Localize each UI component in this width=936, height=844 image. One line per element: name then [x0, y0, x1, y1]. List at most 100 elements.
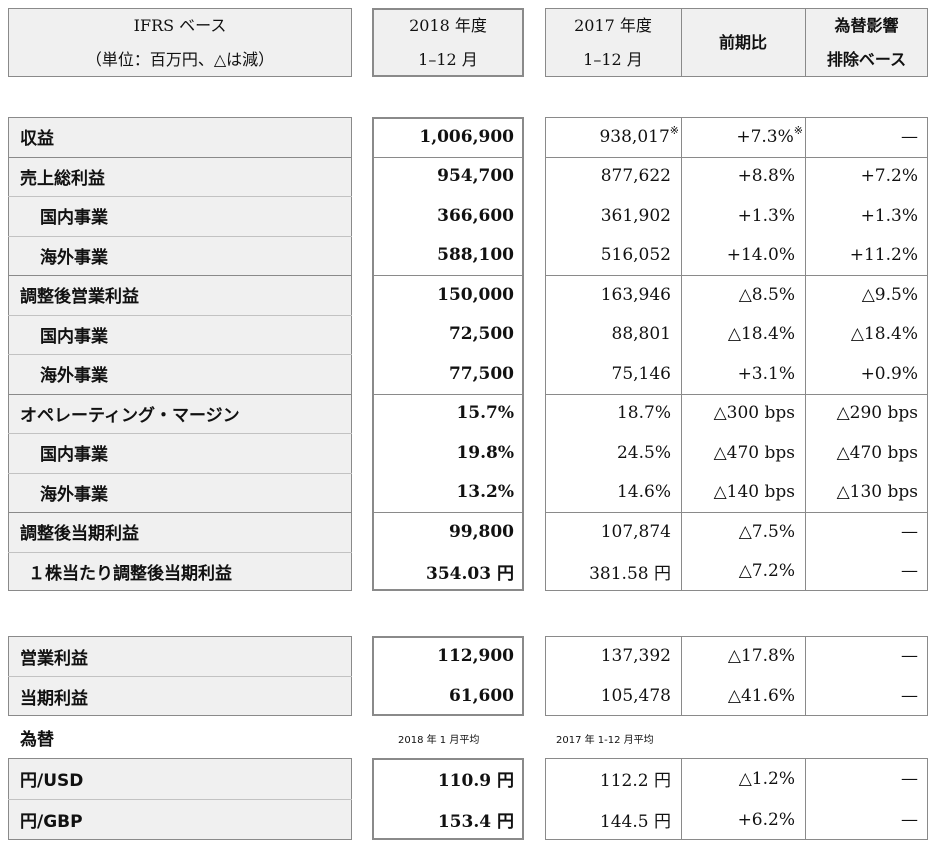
section1-yoy: △7.2%: [681, 552, 805, 592]
section1-yoy-text: △8.5%: [738, 284, 795, 305]
section1-yoy-text: △140 bps: [713, 482, 795, 503]
fx_section.rows-value-2018: 110.9 円: [437, 771, 514, 791]
fx_section.rows-2018-column: [372, 758, 524, 840]
section1-value-2017-text: 24.5%: [616, 442, 671, 463]
section1-value-2018: 15.7%: [456, 403, 514, 424]
section1-value-2017: 107,874: [545, 512, 681, 552]
section1-row-separator: [545, 275, 928, 276]
section2-value-2017: 137,392: [545, 636, 681, 676]
fx_section.rows-row-separator: [8, 799, 352, 800]
fx_section.rows-right-columns: [545, 758, 928, 840]
section1-value-2017-text: 381.58 円: [589, 563, 671, 584]
section1-row-separator: [8, 512, 352, 513]
section1-value-2017-text: 516,052: [600, 245, 671, 266]
header-yoy: 前期比: [681, 8, 805, 77]
section1-row-label: 国内事業: [40, 445, 108, 466]
section1-value-2017-text: 938,017: [599, 126, 670, 147]
section1-value-2018: 150,000: [437, 284, 514, 305]
section1-row-label: １株当たり調整後当期利益: [28, 563, 232, 584]
section1-fx-excluded: +7.2%: [860, 166, 918, 187]
section1-row-separator: [545, 156, 928, 158]
footnote-mark: ※: [793, 124, 803, 138]
section1-row-separator: [8, 196, 352, 197]
section1-yoy-text: △470 bps: [713, 442, 795, 463]
section1-divider: [805, 117, 806, 591]
section1-value-2017-text: 163,946: [600, 284, 671, 305]
section1-yoy-text: +14.0%: [726, 245, 795, 266]
section1-yoy-text: △7.5%: [738, 521, 795, 542]
header-2018-line2: 1–12 月: [418, 49, 478, 69]
section1-value-2017-text: 18.7%: [616, 403, 671, 424]
section2-yoy-text: △41.6%: [727, 686, 795, 706]
section1-right-columns: [545, 117, 928, 591]
section1-row-separator: [8, 551, 352, 553]
header-fx-line1: 為替影響: [834, 15, 899, 35]
section1-yoy: △140 bps: [681, 473, 805, 513]
section1-row-label: オペレーティング・マージン: [20, 405, 240, 426]
section1-fx-excluded: +1.3%: [860, 205, 918, 226]
section2-row-label: 営業利益: [20, 648, 88, 669]
section1-value-2018: 1,006,900: [419, 126, 514, 147]
header-fx: 為替影響 排除ベース: [805, 8, 928, 77]
section1-fx-excluded: —: [901, 126, 918, 147]
section1-row-label: 調整後当期利益: [20, 524, 139, 545]
header-2017: 2017 年度 1–12 月: [545, 8, 681, 77]
section1-row-separator: [8, 235, 352, 237]
section1-row-label: 海外事業: [40, 366, 108, 387]
section1-value-2017-text: 75,146: [611, 363, 671, 384]
section1-row-separator: [8, 275, 352, 276]
section2-divider: [681, 636, 682, 716]
section1-row-separator: [545, 512, 928, 513]
section1-value-2018: 954,700: [437, 166, 514, 187]
section1-value-2017: 18.7%: [545, 394, 681, 434]
header-divider: [805, 8, 806, 77]
section2-row-label: 当期利益: [20, 688, 88, 709]
section1-row-separator: [8, 156, 352, 158]
section1-yoy: △8.5%: [681, 275, 805, 315]
section1-row-separator: [8, 433, 352, 434]
section1-fx-excluded: —: [901, 561, 918, 582]
section1-value-2017-text: 88,801: [611, 324, 671, 345]
section1-value-2017: 24.5%: [545, 433, 681, 473]
section1-value-2017-text: 107,874: [600, 521, 671, 542]
header-label: IFRS ベース （単位：百万円、△は減）: [8, 8, 352, 77]
section1-value-2017: 361,902: [545, 196, 681, 236]
section1-value-2017: 75,146: [545, 354, 681, 394]
section2-fx-excluded: —: [901, 646, 918, 666]
footnote-mark: ※: [669, 124, 679, 138]
fx_section.rows-row-label: 円/GBP: [20, 812, 83, 832]
section1-yoy-text: +7.3%: [736, 126, 794, 147]
section1-yoy: △7.5%: [681, 512, 805, 552]
section1-fx-excluded: △470 bps: [836, 442, 918, 463]
section1-row-label: 国内事業: [40, 208, 108, 229]
section1-value-2018: 99,800: [448, 521, 514, 542]
section1-row-separator: [8, 354, 352, 355]
section2-right-columns: [545, 636, 928, 716]
section2-yoy: △17.8%: [681, 636, 805, 676]
section1-row-separator: [372, 393, 524, 395]
fx_section.rows-value-2017: 112.2 円: [545, 758, 681, 799]
fx_section.rows-yoy: +6.2%: [681, 799, 805, 840]
section2-value-2018: 112,900: [437, 646, 514, 666]
section1-value-2018: 366,600: [437, 205, 514, 226]
section1-value-2017-text: 361,902: [600, 205, 671, 226]
section1-yoy-text: +8.8%: [737, 166, 795, 187]
section2-divider: [805, 636, 806, 716]
section1-value-2018: 72,500: [448, 324, 514, 345]
section1-yoy: △300 bps: [681, 394, 805, 434]
header-divider: [681, 8, 682, 77]
section1-value-2017-text: 14.6%: [616, 482, 671, 503]
fx-note-2017: 2017 年 1-12 月平均: [556, 735, 654, 746]
section1-yoy: △470 bps: [681, 433, 805, 473]
section1-yoy-text: +3.1%: [737, 363, 795, 384]
fx_section.rows-divider: [681, 758, 682, 840]
section1-row-separator: [8, 314, 352, 316]
fx_section.rows-divider: [805, 758, 806, 840]
fx_section.rows-yoy: △1.2%: [681, 758, 805, 799]
section1-value-2017: 14.6%: [545, 473, 681, 513]
section1-value-2017: 877,622: [545, 157, 681, 197]
header-label-line2: （単位：百万円、△は減）: [85, 49, 275, 69]
section1-row-separator: [545, 393, 928, 395]
section1-2018-column: [372, 117, 524, 591]
section1-value-2018: 19.8%: [456, 442, 514, 463]
